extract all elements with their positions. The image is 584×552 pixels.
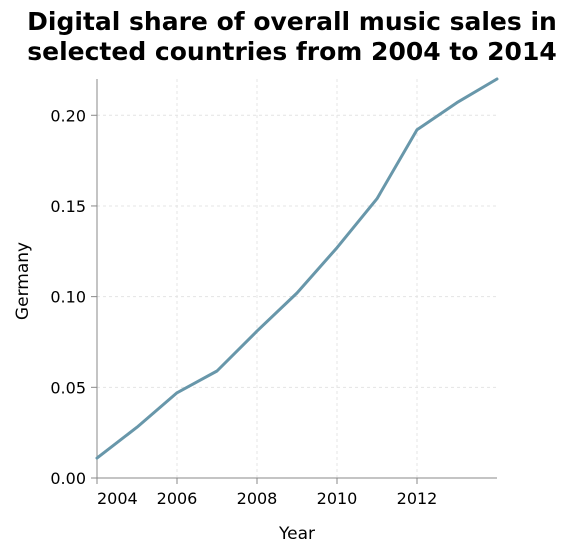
y-tick-label: 0.00: [50, 469, 86, 488]
x-tick-label: 2008: [237, 489, 278, 508]
gridlines: [96, 79, 497, 479]
y-tick-label: 0.15: [50, 197, 86, 216]
x-tick-label: 2004: [97, 489, 138, 508]
chart-title-line-1: Digital share of overall music sales in: [27, 7, 557, 36]
tick-labels: 0.00 0.05 0.10 0.15 0.20 2004 2006 2008 2010 2012: [50, 106, 437, 508]
y-tick-label: 0.10: [50, 288, 86, 307]
x-tick-label: 2010: [317, 489, 358, 508]
series-line: [95, 77, 499, 460]
x-tick-label: 2006: [157, 489, 198, 508]
y-tick-label: 0.05: [50, 378, 86, 397]
x-tick-label: 2012: [397, 489, 438, 508]
axes: [91, 79, 497, 484]
chart-title-line-2: selected countries from 2004 to 2014: [27, 37, 557, 66]
series-layer: [95, 77, 499, 460]
x-axis-title: Year: [278, 524, 315, 544]
y-axis-title: Germany: [13, 242, 33, 320]
y-tick-label: 0.20: [50, 106, 86, 125]
